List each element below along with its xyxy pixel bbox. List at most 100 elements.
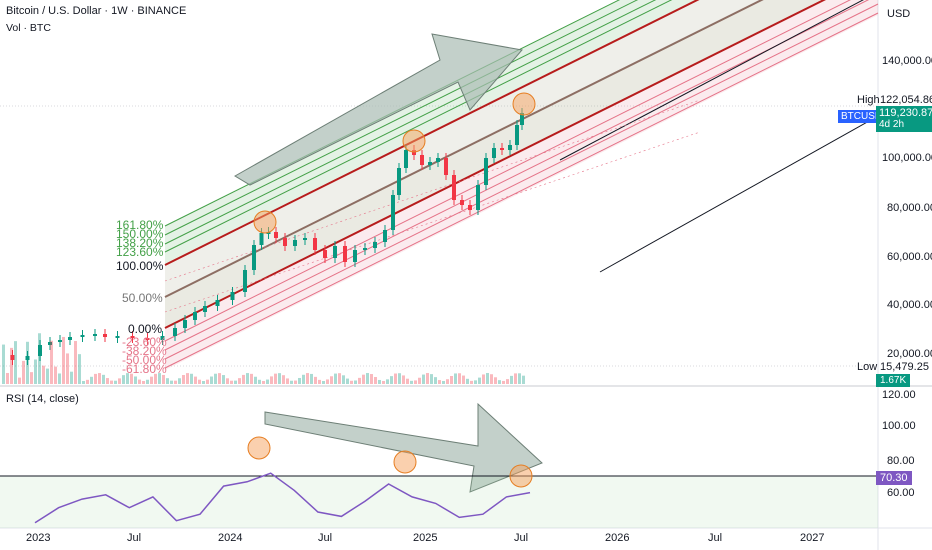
price-axis-label: 80,000.00 — [887, 202, 932, 214]
fib-dash-lower — [164, 131, 701, 313]
volume-bar — [198, 379, 201, 384]
volume-bar — [114, 380, 117, 384]
fib-line-neg23 — [164, 0, 852, 342]
time-axis-label: 2023 — [26, 532, 51, 544]
candle-body — [93, 334, 97, 336]
volume-bar — [506, 379, 509, 384]
volume-bar — [138, 379, 141, 384]
candle-body — [333, 246, 337, 258]
price-axis-label: 60,000.00 — [887, 251, 932, 263]
candle-body — [203, 306, 207, 312]
high-value: 122,054.86 — [880, 94, 932, 106]
candle-body — [58, 340, 62, 342]
volume-bar — [478, 377, 481, 384]
volume-bar — [234, 380, 237, 384]
volume-bar — [230, 380, 233, 384]
candle-body — [363, 248, 367, 250]
volume-bar — [366, 373, 369, 384]
currency-label[interactable]: USD — [887, 8, 911, 20]
volume-bar — [362, 374, 365, 384]
time-axis-label: Jul — [127, 532, 142, 544]
volume-bar — [314, 376, 317, 384]
volume-bar — [386, 379, 389, 384]
volume-bar — [482, 374, 485, 384]
symbol-legend[interactable]: Bitcoin / U.S. Dollar · 1W · BINANCE — [6, 5, 187, 17]
volume-bar — [70, 371, 73, 384]
volume-bar — [62, 336, 65, 384]
volume-bar — [402, 375, 405, 384]
volume-bar — [202, 380, 205, 384]
volume-bar — [130, 373, 133, 384]
volume-bar — [378, 379, 381, 384]
low-value: 15,479.25 — [880, 361, 929, 373]
volume-bar — [30, 372, 33, 384]
volume-bar — [110, 380, 113, 384]
volume-bar — [406, 378, 409, 384]
trend-line-upper — [559, 0, 864, 161]
volume-bar — [18, 377, 21, 384]
volume-bar — [458, 373, 461, 384]
volume-bar — [354, 380, 357, 384]
volume-bar — [118, 378, 121, 384]
fib-line-100 — [164, 0, 700, 266]
price-axis-label: 40,000.00 — [887, 299, 932, 311]
volume-bar — [262, 380, 265, 384]
volume-bar — [490, 374, 493, 384]
highlight-circle — [512, 92, 536, 116]
volume-bar — [318, 379, 321, 384]
volume-bar — [302, 374, 305, 384]
time-axis-label: 2024 — [218, 532, 243, 544]
volume-bar — [382, 380, 385, 384]
volume-bar — [10, 347, 13, 384]
time-axis-label: 2027 — [800, 532, 825, 544]
volume-bar — [46, 368, 49, 384]
volume-bar — [390, 376, 393, 384]
volume-bar — [2, 344, 5, 384]
volume-bar — [134, 376, 137, 384]
volume-bar — [398, 373, 401, 384]
volume-bar — [242, 374, 245, 384]
candle-body — [323, 250, 327, 258]
volume-bar — [66, 353, 69, 384]
rsi-title[interactable]: RSI (14, close) — [6, 393, 79, 405]
candle-body — [444, 158, 448, 175]
volume-bar — [438, 380, 441, 384]
volume-bar — [22, 360, 25, 384]
rsi-bg-band — [0, 476, 878, 528]
volume-bar — [50, 340, 53, 384]
volume-bar — [454, 373, 457, 384]
volume-bar — [146, 379, 149, 384]
fib-label-138: 138.20% — [116, 236, 164, 250]
volume-bar — [286, 378, 289, 384]
candle-body — [10, 355, 15, 360]
volume-bar — [206, 379, 209, 384]
volume-tag: 1.67K — [876, 374, 911, 387]
volume-bar — [226, 378, 229, 384]
volume-bar — [270, 376, 273, 384]
volume-bar — [106, 378, 109, 384]
volume-bar — [514, 373, 517, 384]
volume-bar — [290, 380, 293, 384]
candle-body — [343, 246, 347, 262]
candle-body — [48, 342, 52, 345]
candle-body — [391, 195, 395, 230]
candle-body — [436, 158, 440, 162]
volume-legend[interactable]: Vol · BTC — [6, 22, 51, 34]
volume-bar — [298, 377, 301, 384]
candle-body — [259, 233, 264, 245]
volume-bar — [410, 380, 413, 384]
candle-body — [266, 232, 271, 234]
fib-label-150: 150.00% — [116, 227, 164, 241]
volume-bar — [498, 380, 501, 384]
volume-bar — [422, 374, 425, 384]
candle-body — [80, 335, 85, 337]
volume-bar — [326, 379, 329, 384]
rsi-highlight-circle — [509, 464, 533, 488]
candle-body — [460, 200, 464, 205]
candle-body — [420, 155, 424, 165]
candle-body — [243, 270, 247, 292]
volume-bar — [254, 376, 257, 384]
volume-bar — [142, 380, 145, 384]
